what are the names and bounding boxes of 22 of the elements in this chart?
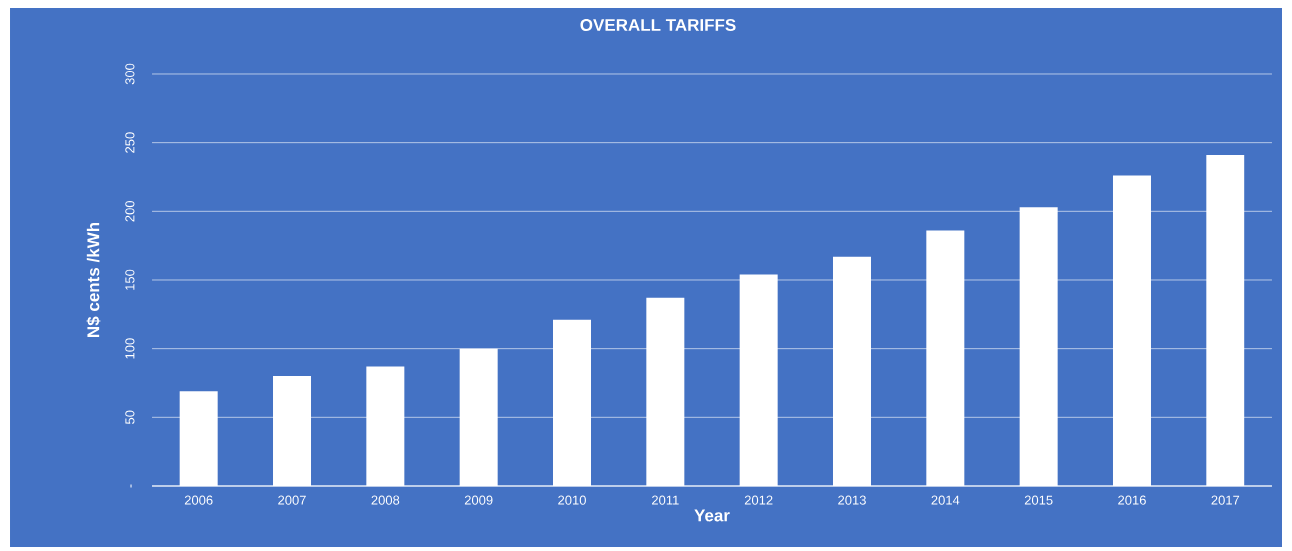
y-tick-label: 150 bbox=[125, 269, 135, 290]
chart-title: OVERALL TARIFFS bbox=[580, 18, 736, 32]
x-tick-label: 2009 bbox=[464, 495, 493, 505]
y-tick-label: 50 bbox=[125, 410, 135, 425]
x-tick-label: 2014 bbox=[931, 495, 960, 505]
y-tick-label: - bbox=[130, 484, 132, 488]
x-tick-label: 2006 bbox=[184, 495, 213, 505]
x-tick-label: 2010 bbox=[558, 495, 586, 505]
x-tick-label: 2007 bbox=[278, 495, 306, 505]
y-tick-label: 100 bbox=[125, 338, 135, 359]
x-tick-label: 2016 bbox=[1118, 495, 1146, 505]
y-axis-title: N$ cents /kWh bbox=[86, 222, 101, 337]
y-tick-label: 250 bbox=[125, 132, 135, 153]
x-tick-label: 2013 bbox=[838, 495, 866, 505]
x-tick-label: 2008 bbox=[371, 495, 400, 505]
x-tick-label: 2012 bbox=[744, 495, 773, 505]
x-tick-label: 2011 bbox=[652, 495, 679, 505]
y-tick-label: 300 bbox=[125, 63, 135, 85]
x-tick-label: 2017 bbox=[1211, 495, 1240, 505]
x-axis-title: Year bbox=[694, 509, 730, 522]
x-tick-label: 2015 bbox=[1024, 495, 1053, 505]
y-tick-label: 200 bbox=[125, 200, 135, 222]
